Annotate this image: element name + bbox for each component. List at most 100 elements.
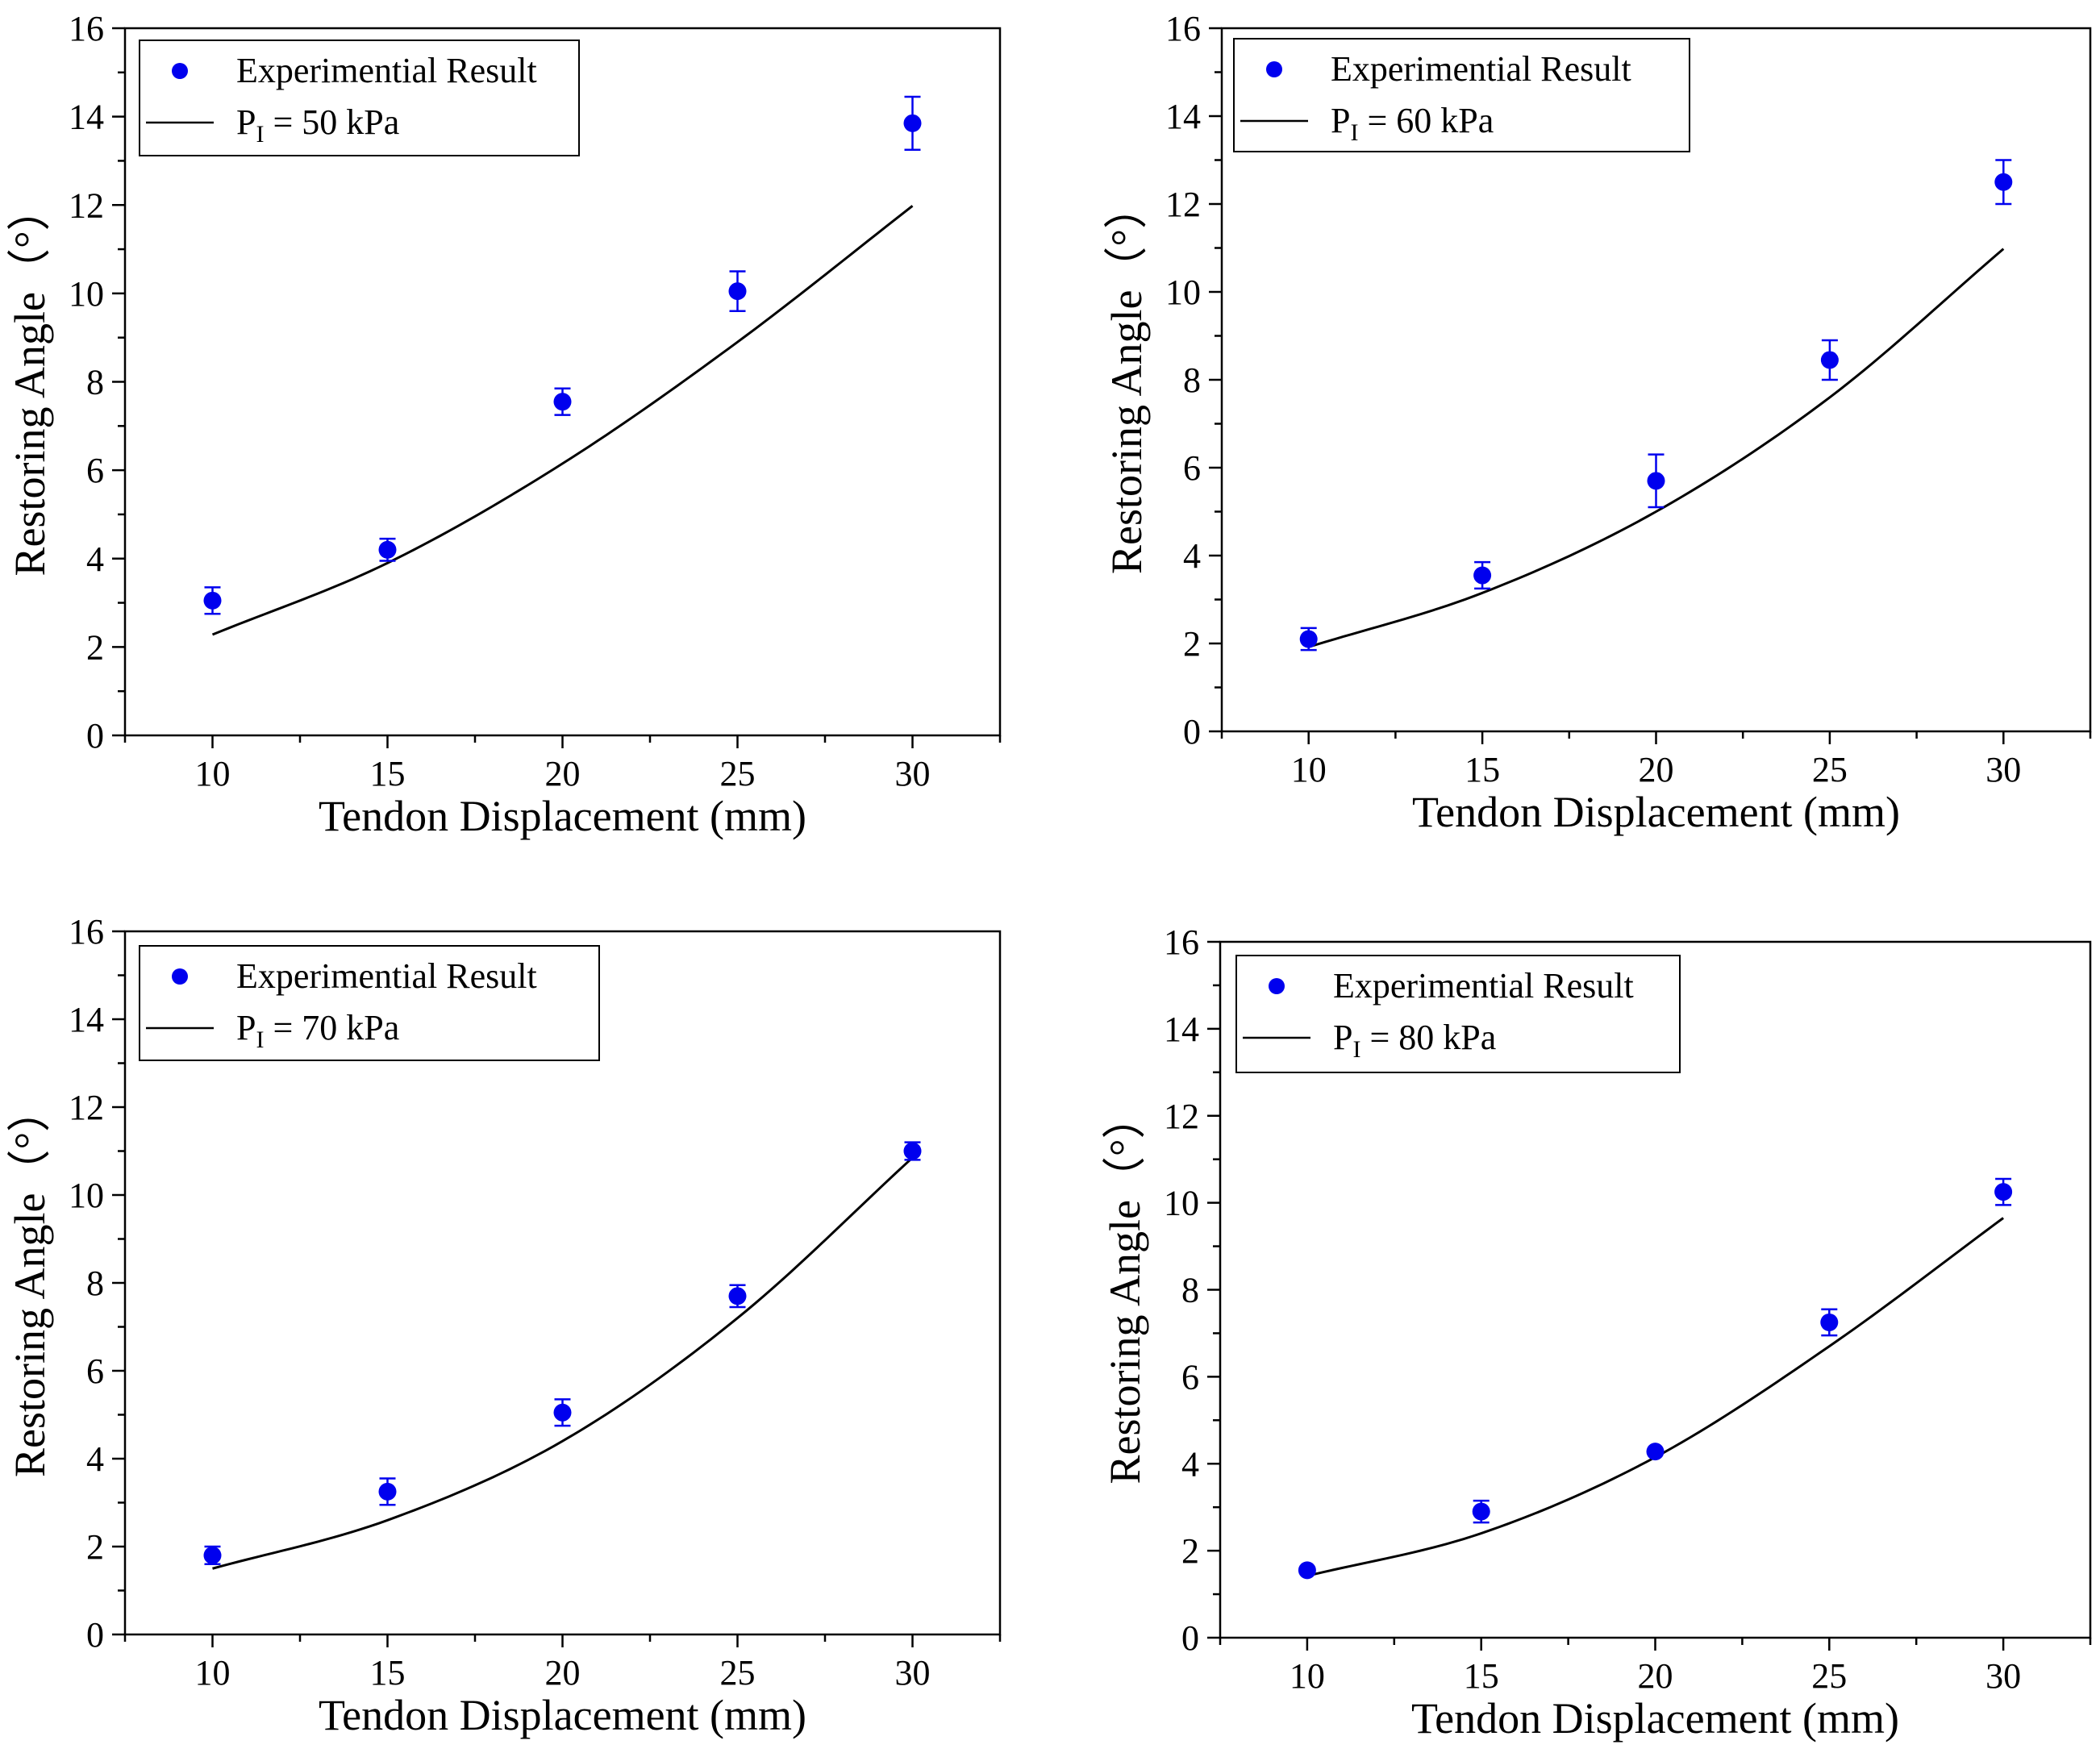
y-tick-label: 12: [69, 185, 104, 225]
model-curve: [212, 1156, 914, 1570]
model-curve: [1308, 248, 2005, 648]
legend-model-prefix: P: [236, 1008, 256, 1047]
data-point: [1473, 566, 1492, 585]
y-tick-label: 4: [86, 1439, 104, 1479]
data-point: [728, 1287, 747, 1305]
data-point: [203, 1546, 222, 1564]
legend-experimental-label: Experimential Result: [1331, 49, 1631, 89]
y-tick-label: 6: [1181, 1357, 1199, 1397]
y-tick-label: 2: [1183, 624, 1201, 664]
y-tick-label: 10: [69, 274, 104, 314]
y-tick-label: 8: [86, 363, 104, 402]
y-tick-label: 16: [1164, 922, 1199, 962]
legend-marker: [1266, 61, 1282, 77]
model-curve: [211, 205, 914, 636]
x-axis-title: Tendon Displacement (mm): [319, 792, 806, 840]
data-point: [1820, 1313, 1839, 1331]
x-tick-label: 20: [545, 754, 581, 793]
y-tick-label: 6: [1183, 448, 1201, 488]
y-tick-label: 12: [1165, 185, 1201, 224]
legend-model-suffix: = 70 kPa: [264, 1008, 399, 1047]
x-tick-label: 10: [1290, 1656, 1325, 1696]
x-tick-label: 10: [195, 1653, 231, 1693]
legend-marker: [172, 63, 188, 79]
legend-model-label: PI = 80 kPa: [1333, 1018, 1496, 1063]
y-tick-label: 14: [69, 1000, 104, 1039]
chart-panel-bottom-right: 0 2 4 6 8 10 12 14 16 10 15 20 25 30 Tendon Displaceme…: [1101, 922, 2092, 1743]
y-tick-label: 0: [86, 716, 104, 756]
x-axis-title: Tendon Displacement (mm): [1411, 1694, 1899, 1743]
y-tick-label: 16: [69, 912, 104, 951]
legend-box: [139, 945, 600, 1061]
model-curve: [1306, 1217, 2004, 1577]
x-tick-label: 20: [1638, 1656, 1673, 1696]
y-tick-label: 16: [69, 9, 104, 48]
legend-model-suffix: = 50 kPa: [264, 102, 399, 142]
legend-experimental-label: Experimential Result: [1333, 966, 1634, 1006]
y-axis-title: Restoring Angle（°）: [6, 1089, 54, 1477]
legend-experimental-label: Experimential Result: [236, 51, 537, 90]
y-axis-title: Restoring Angle（°）: [1102, 185, 1151, 574]
legend-model-prefix: P: [236, 102, 256, 142]
legend-model-label: PI = 50 kPa: [236, 102, 399, 148]
x-tick-label: 20: [1639, 750, 1674, 789]
x-tick-label: 25: [1811, 1656, 1847, 1696]
data-point: [553, 393, 572, 411]
x-tick-label: 20: [545, 1653, 581, 1693]
y-tick-label: 10: [69, 1176, 104, 1215]
y-tick-label: 8: [1183, 360, 1201, 400]
legend-box: [139, 40, 580, 156]
legend-model-subscript: I: [256, 121, 264, 148]
legend-model-suffix: = 60 kPa: [1358, 101, 1494, 140]
data-point: [1994, 1183, 2013, 1201]
legend-model-prefix: P: [1331, 101, 1350, 140]
x-tick-label: 25: [720, 1653, 756, 1693]
legend-marker: [172, 968, 188, 985]
legend-model-subscript: I: [256, 1026, 264, 1053]
y-tick-label: 10: [1164, 1184, 1199, 1223]
y-tick-label: 0: [1181, 1618, 1199, 1658]
x-axis-title: Tendon Displacement (mm): [319, 1691, 806, 1739]
x-tick-label: 15: [370, 754, 406, 793]
legend-model-label: PI = 60 kPa: [1331, 101, 1494, 146]
y-tick-label: 2: [1181, 1531, 1199, 1571]
data-point: [728, 282, 747, 301]
legend-model-label: PI = 70 kPa: [236, 1008, 399, 1053]
y-tick-label: 12: [69, 1088, 104, 1127]
data-point: [1994, 173, 2013, 191]
legend-model-subscript: I: [1350, 119, 1358, 146]
y-tick-label: 4: [1183, 536, 1201, 576]
data-point: [1472, 1502, 1490, 1521]
y-tick-label: 6: [86, 451, 104, 490]
data-point: [1298, 1561, 1316, 1580]
x-tick-label: 30: [895, 754, 931, 793]
x-tick-label: 15: [370, 1653, 406, 1693]
y-tick-label: 2: [86, 627, 104, 667]
x-tick-label: 30: [895, 1653, 931, 1693]
x-tick-label: 25: [1812, 750, 1848, 789]
data-point: [378, 540, 397, 559]
y-tick-label: 4: [1181, 1444, 1199, 1484]
legend-model-suffix: = 80 kPa: [1360, 1018, 1496, 1057]
data-point: [553, 1403, 572, 1422]
y-tick-label: 4: [86, 539, 104, 579]
data-point: [1646, 1443, 1665, 1461]
y-tick-label: 14: [69, 98, 104, 137]
y-tick-label: 12: [1164, 1097, 1199, 1136]
legend-model-subscript: I: [1352, 1036, 1360, 1063]
legend-marker: [1269, 978, 1285, 994]
y-tick-label: 14: [1165, 97, 1201, 136]
data-point: [203, 591, 222, 610]
data-point: [1820, 351, 1839, 369]
y-tick-label: 16: [1165, 9, 1201, 48]
y-axis-title: Restoring Angle（°）: [1101, 1095, 1149, 1484]
y-tick-label: 0: [86, 1615, 104, 1655]
y-tick-label: 2: [86, 1527, 104, 1567]
y-tick-label: 8: [86, 1264, 104, 1303]
x-tick-label: 15: [1464, 1656, 1499, 1696]
x-tick-label: 30: [1985, 750, 2021, 789]
chart-panel-bottom-left: 0 2 4 6 8 10 12 14 16 10 15 20 25 30 Tendon Displaceme…: [6, 912, 1002, 1739]
legend-box: [1235, 955, 1681, 1073]
data-point: [1647, 472, 1665, 490]
